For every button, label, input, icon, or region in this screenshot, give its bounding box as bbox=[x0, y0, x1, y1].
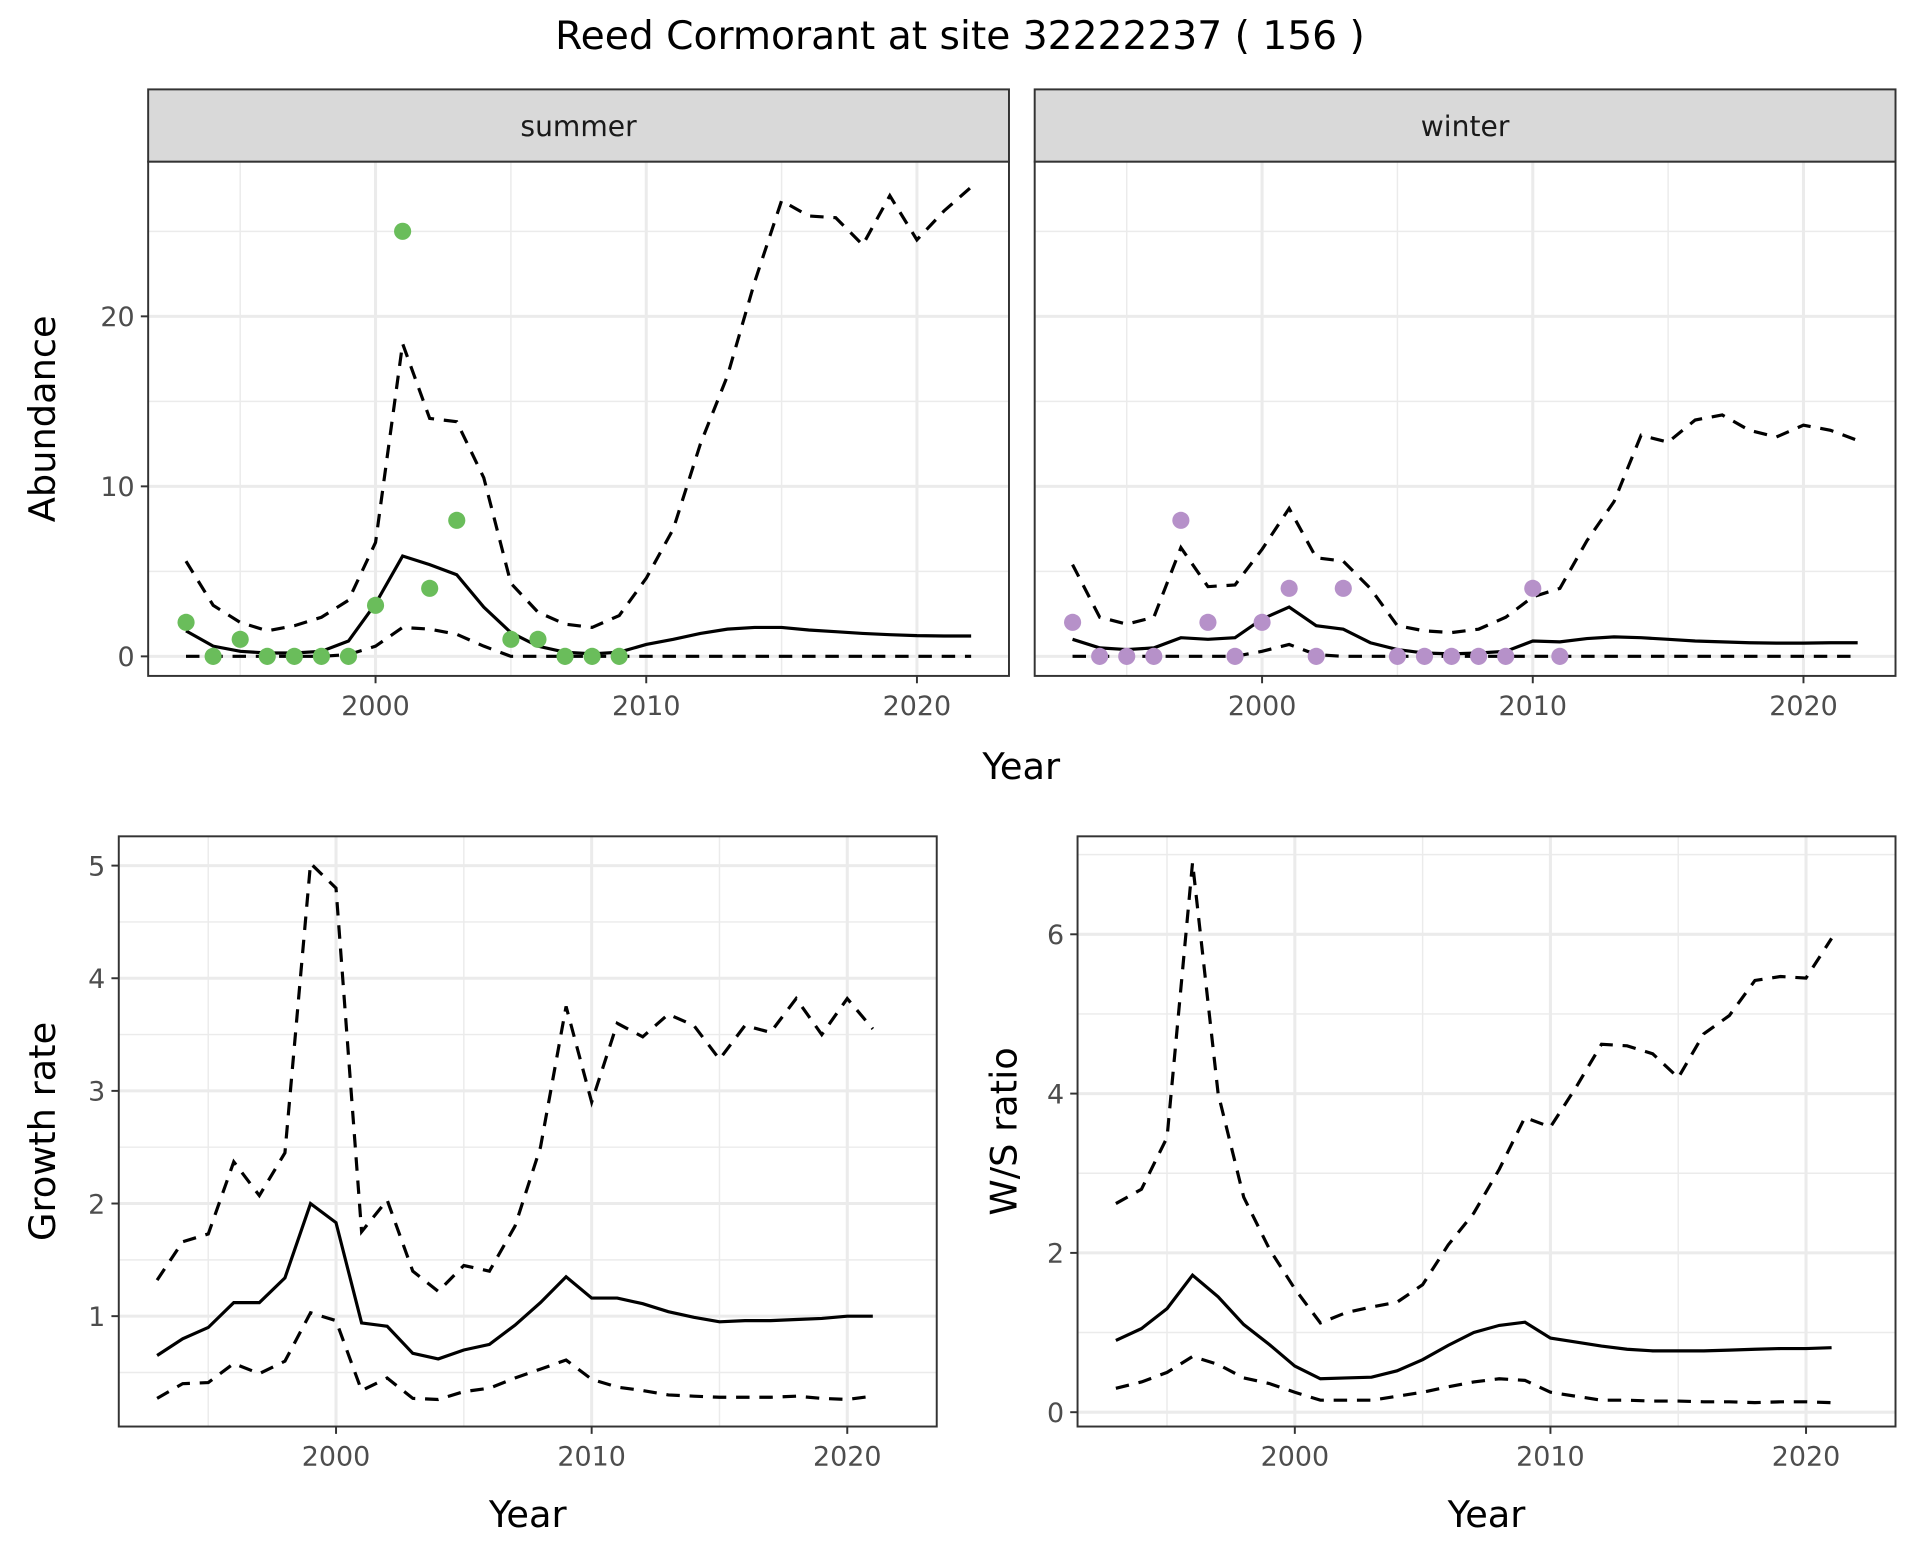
y-tick-label: 4 bbox=[1047, 1079, 1064, 1110]
x-tick-label: 2000 bbox=[1261, 1442, 1330, 1473]
series-line-upper bbox=[1071, 413, 1859, 635]
x-tick-label: 2010 bbox=[612, 691, 681, 722]
x-tick-label: 2000 bbox=[302, 1442, 371, 1473]
facet-label: winter bbox=[1421, 110, 1510, 143]
growth-y-axis-title: Growth rate bbox=[21, 1022, 64, 1241]
data-point bbox=[394, 222, 412, 240]
x-tick-label: 2010 bbox=[1516, 1442, 1585, 1473]
facet-strip bbox=[147, 88, 1010, 163]
data-point bbox=[1226, 647, 1244, 665]
x-tick-label: 2010 bbox=[1499, 691, 1568, 722]
data-point bbox=[1415, 647, 1434, 665]
facet-strip bbox=[1033, 88, 1897, 163]
data-point bbox=[1199, 613, 1217, 631]
data-point bbox=[421, 579, 439, 597]
growth-x-axis-title: Year bbox=[488, 1493, 568, 1536]
data-point bbox=[448, 511, 466, 529]
data-point bbox=[285, 647, 303, 665]
data-point bbox=[1388, 647, 1406, 665]
data-point bbox=[1118, 647, 1136, 665]
data-point bbox=[312, 647, 330, 665]
x-tick-label: 2010 bbox=[557, 1442, 626, 1473]
x-tick-label: 2000 bbox=[1228, 691, 1297, 722]
series-line-lower bbox=[1115, 1354, 1832, 1405]
data-point bbox=[339, 647, 358, 665]
y-tick-label: 0 bbox=[1047, 1398, 1064, 1429]
data-point bbox=[1172, 511, 1190, 529]
ws-y-axis-title: W/S ratio bbox=[982, 1047, 1025, 1215]
x-tick-label: 2020 bbox=[1769, 691, 1838, 722]
y-tick-label: 1 bbox=[88, 1302, 105, 1333]
series-line-lower bbox=[156, 1310, 874, 1402]
panel-background bbox=[118, 836, 937, 1427]
top-y-axis-title: Abundance bbox=[21, 315, 64, 522]
y-tick-label: 2 bbox=[88, 1189, 105, 1220]
y-tick-label: 2 bbox=[1047, 1239, 1064, 1270]
y-tick-label: 20 bbox=[100, 302, 134, 333]
data-point bbox=[1442, 647, 1461, 665]
ws-x-axis-title: Year bbox=[1447, 1493, 1527, 1536]
panel-background bbox=[148, 161, 1009, 676]
panel-summer: summer 2000 2010 2020 0 10 20 bbox=[100, 88, 1010, 722]
data-point bbox=[1064, 613, 1082, 631]
panel-background bbox=[1034, 161, 1896, 676]
data-point bbox=[556, 647, 574, 665]
data-point bbox=[1470, 647, 1488, 665]
data-point bbox=[1091, 647, 1109, 665]
data-point bbox=[204, 647, 222, 665]
data-point bbox=[610, 647, 628, 665]
panel-growth-rate: 2000 2010 2020 1 2 3 4 5 bbox=[88, 835, 938, 1473]
series-line-upper bbox=[184, 185, 973, 633]
y-tick-label: 10 bbox=[100, 472, 134, 503]
data-point bbox=[529, 630, 547, 648]
data-point bbox=[1253, 613, 1271, 631]
series-line-lower bbox=[186, 625, 972, 658]
y-tick-label: 0 bbox=[118, 642, 135, 673]
figure-title: Reed Cormorant at site 32222237 ( 156 ) bbox=[555, 14, 1365, 59]
panel-border bbox=[117, 835, 938, 1428]
panel-winter: winter 2000 2010 2020 bbox=[1033, 88, 1897, 722]
panel-border bbox=[1076, 835, 1897, 1428]
series-line-mean bbox=[156, 1200, 873, 1361]
series-line-lower bbox=[1072, 642, 1858, 658]
y-tick-label: 5 bbox=[88, 851, 105, 882]
series-line-upper bbox=[1115, 862, 1833, 1325]
data-point bbox=[1524, 579, 1542, 597]
data-point bbox=[231, 630, 249, 648]
facet-label: summer bbox=[520, 110, 637, 143]
series-line-mean bbox=[1072, 605, 1858, 656]
panel-w-s-ratio: 2000 2010 2020 0 2 4 6 bbox=[1047, 835, 1897, 1473]
data-point bbox=[1145, 647, 1163, 665]
x-tick-label: 2000 bbox=[341, 691, 410, 722]
series-line-mean bbox=[1115, 1272, 1832, 1381]
data-point bbox=[583, 647, 601, 665]
data-point bbox=[1497, 647, 1515, 665]
x-tick-label: 2020 bbox=[1772, 1442, 1841, 1473]
series-line-upper bbox=[155, 859, 875, 1294]
data-point bbox=[1551, 647, 1569, 665]
x-tick-label: 2020 bbox=[813, 1442, 882, 1473]
data-point bbox=[502, 630, 520, 648]
y-tick-label: 3 bbox=[88, 1077, 105, 1108]
y-tick-label: 6 bbox=[1047, 920, 1064, 951]
data-point bbox=[366, 596, 385, 614]
data-point bbox=[177, 613, 195, 631]
data-point bbox=[258, 647, 276, 665]
top-x-axis-title: Year bbox=[981, 745, 1061, 788]
y-tick-label: 4 bbox=[88, 964, 105, 995]
data-point bbox=[1280, 579, 1298, 597]
data-point bbox=[1334, 579, 1352, 597]
x-tick-label: 2020 bbox=[883, 691, 952, 722]
data-point bbox=[1307, 647, 1325, 665]
